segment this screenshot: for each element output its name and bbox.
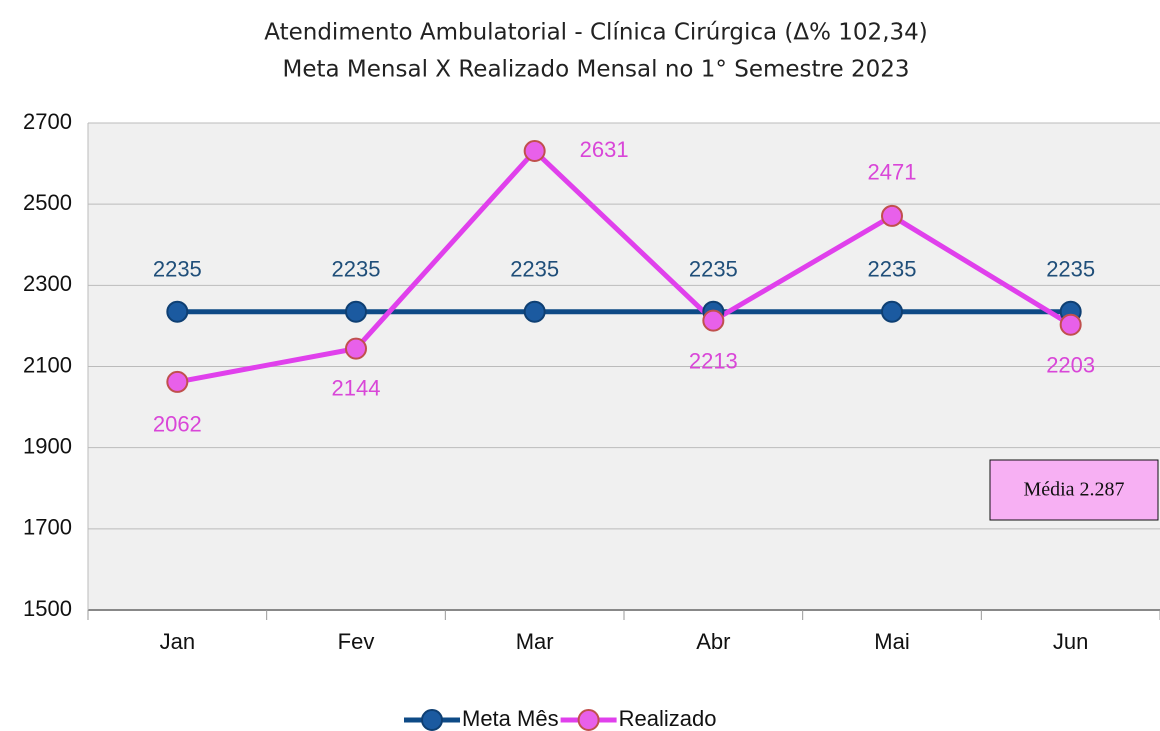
annotation-box <box>989 459 1159 521</box>
marker <box>345 337 367 360</box>
y-tick-label: 2500 <box>23 190 72 215</box>
data-label: 2235 <box>153 257 202 282</box>
marker <box>345 300 367 323</box>
marker <box>166 300 189 323</box>
y-tick-label: 1500 <box>23 596 72 621</box>
data-label: 2235 <box>868 257 917 282</box>
data-label: 2235 <box>689 257 738 282</box>
data-label: 2471 <box>868 160 917 185</box>
series-line <box>176 148 1072 385</box>
data-label: 2235 <box>510 257 559 282</box>
y-tick-label: 2700 <box>23 109 72 134</box>
data-label: 2144 <box>332 375 381 400</box>
legend-label: Meta Mês <box>462 706 559 731</box>
y-tick-label: 2300 <box>23 271 72 296</box>
y-tick-label: 1700 <box>23 515 72 540</box>
x-tick-label: Abr <box>696 629 730 654</box>
annotation: Média 2.287 <box>1023 479 1124 501</box>
x-tick-label: Jun <box>1053 629 1088 654</box>
marker <box>702 309 725 332</box>
y-tick-label: 1900 <box>23 433 72 458</box>
data-label: 2235 <box>332 257 381 282</box>
x-tick-label: Mar <box>516 629 554 654</box>
chart-title: Atendimento Ambulatorial - Clínica Cirúr… <box>264 20 928 46</box>
marker <box>166 370 189 393</box>
data-label: 2235 <box>1046 257 1095 282</box>
marker <box>1059 313 1082 336</box>
legend-marker <box>577 709 600 731</box>
x-tick-label: Jan <box>160 629 195 654</box>
data-label: 2203 <box>1046 353 1095 378</box>
data-label: 2631 <box>580 137 629 162</box>
x-tick-label: Fev <box>338 629 375 654</box>
marker <box>523 300 546 323</box>
data-label: 2062 <box>153 412 202 437</box>
data-label: 2213 <box>689 348 738 373</box>
x-tick-label: Mai <box>874 629 909 654</box>
marker <box>881 204 903 227</box>
marker <box>881 300 903 323</box>
legend-marker <box>421 709 443 731</box>
marker <box>523 140 546 163</box>
y-tick-label: 2100 <box>23 352 72 377</box>
legend-label: Realizado <box>619 706 717 731</box>
chart-subtitle: Meta Mensal X Realizado Mensal no 1° Sem… <box>283 57 910 83</box>
